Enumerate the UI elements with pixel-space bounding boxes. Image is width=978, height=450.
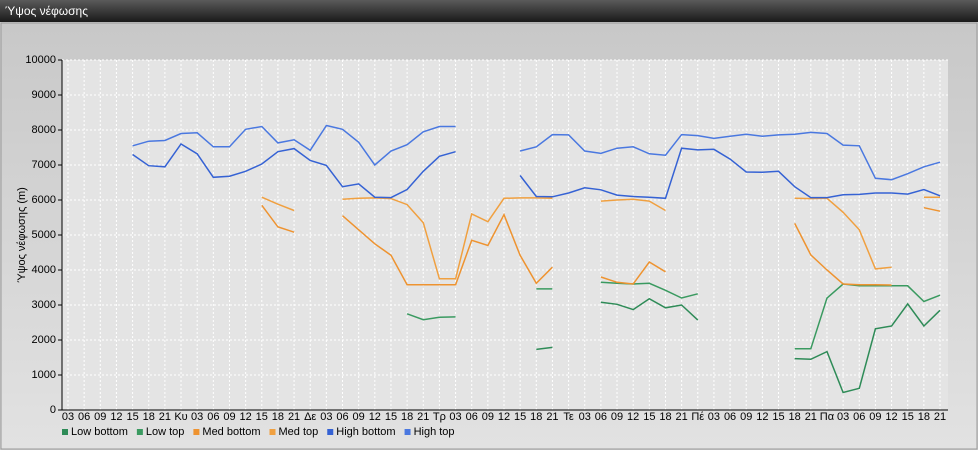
- legend-label[interactable]: Med top: [279, 426, 319, 438]
- y-tick-label: 0: [50, 404, 56, 416]
- x-tick-label: 21: [934, 411, 946, 423]
- x-tick-label: 09: [482, 411, 494, 423]
- y-tick-label: 5000: [32, 229, 56, 241]
- x-tick-label: 15: [256, 411, 268, 423]
- legend-swatch[interactable]: [327, 429, 334, 435]
- x-tick-label: 09: [869, 411, 881, 423]
- y-tick-label: 10000: [25, 54, 56, 66]
- legend-swatch[interactable]: [136, 429, 143, 435]
- x-tick-label: Πέ: [691, 411, 704, 423]
- legend-label[interactable]: High bottom: [336, 426, 395, 438]
- y-tick-label: 8000: [32, 124, 56, 136]
- x-tick-label: Δε: [304, 411, 316, 423]
- y-tick-label: 6000: [32, 194, 56, 206]
- x-tick-label: 15: [514, 411, 526, 423]
- x-tick-label: 03: [449, 411, 461, 423]
- x-tick-label: 06: [207, 411, 219, 423]
- legend-swatch[interactable]: [404, 429, 411, 435]
- series-line: [132, 124, 941, 181]
- y-tick-label: 3000: [32, 299, 56, 311]
- x-tick-label: 18: [143, 411, 155, 423]
- legend-swatch[interactable]: [62, 429, 68, 435]
- series-line: [132, 142, 941, 200]
- x-tick-label: Κυ: [174, 411, 187, 423]
- x-tick-label: 03: [708, 411, 720, 423]
- x-tick-label: 06: [853, 411, 865, 423]
- legend-label[interactable]: Low bottom: [71, 426, 128, 438]
- x-tick-label: Πα: [820, 411, 835, 423]
- y-tick-label: 1000: [32, 369, 56, 381]
- x-tick-label: Τε: [563, 411, 574, 423]
- x-tick-label: 21: [417, 411, 429, 423]
- x-tick-label: 12: [369, 411, 381, 423]
- legend-label[interactable]: High top: [414, 426, 455, 438]
- x-tick-label: 12: [627, 411, 639, 423]
- x-tick-label: 03: [191, 411, 203, 423]
- x-tick-label: 21: [159, 411, 171, 423]
- x-tick-label: 03: [837, 411, 849, 423]
- x-tick-label: 15: [643, 411, 655, 423]
- x-tick-label: 15: [385, 411, 397, 423]
- series-line: [261, 204, 941, 286]
- x-tick-label: 12: [498, 411, 510, 423]
- series-line: [536, 297, 941, 394]
- legend-swatch[interactable]: [193, 429, 200, 435]
- x-tick-label: 06: [78, 411, 90, 423]
- x-tick-label: 18: [401, 411, 413, 423]
- x-tick-label: 12: [885, 411, 897, 423]
- x-tick-label: 09: [353, 411, 365, 423]
- x-tick-label: 18: [789, 411, 801, 423]
- x-tick-label: 12: [756, 411, 768, 423]
- series-line: [261, 196, 940, 280]
- x-tick-label: Τρ: [433, 411, 446, 423]
- x-tick-label: 15: [902, 411, 914, 423]
- x-tick-label: 21: [288, 411, 300, 423]
- legend-swatch[interactable]: [269, 429, 276, 435]
- y-axis-label: Ύψος νέφωσης (m): [16, 187, 28, 283]
- x-tick-label: 06: [466, 411, 478, 423]
- x-tick-label: 12: [240, 411, 252, 423]
- y-tick-label: 7000: [32, 159, 56, 171]
- series-line: [406, 281, 941, 350]
- x-tick-label: 09: [94, 411, 106, 423]
- x-tick-label: 09: [223, 411, 235, 423]
- y-tick-label: 9000: [32, 89, 56, 101]
- x-tick-label: 03: [62, 411, 74, 423]
- legend-label[interactable]: Med bottom: [202, 426, 260, 438]
- chart: Ύψος νέφωσης (m) 03 06 09 12 15 18 21 Κυ 03 06 09 1…: [0, 22, 978, 450]
- x-tick-label: 06: [336, 411, 348, 423]
- x-tick-label: 15: [126, 411, 138, 423]
- x-tick-label: 03: [579, 411, 591, 423]
- x-tick-label: 18: [659, 411, 671, 423]
- x-tick-label: 21: [805, 411, 817, 423]
- x-tick-label: 06: [724, 411, 736, 423]
- x-tick-label: 18: [530, 411, 542, 423]
- x-tick-label: 21: [676, 411, 688, 423]
- x-tick-label: 15: [772, 411, 784, 423]
- x-tick-label: 12: [110, 411, 122, 423]
- x-tick-label: 18: [918, 411, 930, 423]
- x-tick-label: 21: [546, 411, 558, 423]
- y-tick-label: 4000: [32, 264, 56, 276]
- x-tick-label: 18: [272, 411, 284, 423]
- window-title: Ύψος νέφωσης: [0, 0, 978, 22]
- x-tick-label: 03: [320, 411, 332, 423]
- legend-label[interactable]: Low top: [146, 426, 185, 438]
- x-tick-label: 09: [611, 411, 623, 423]
- x-tick-label: 06: [595, 411, 607, 423]
- x-tick-label: 09: [740, 411, 752, 423]
- y-tick-label: 2000: [32, 334, 56, 346]
